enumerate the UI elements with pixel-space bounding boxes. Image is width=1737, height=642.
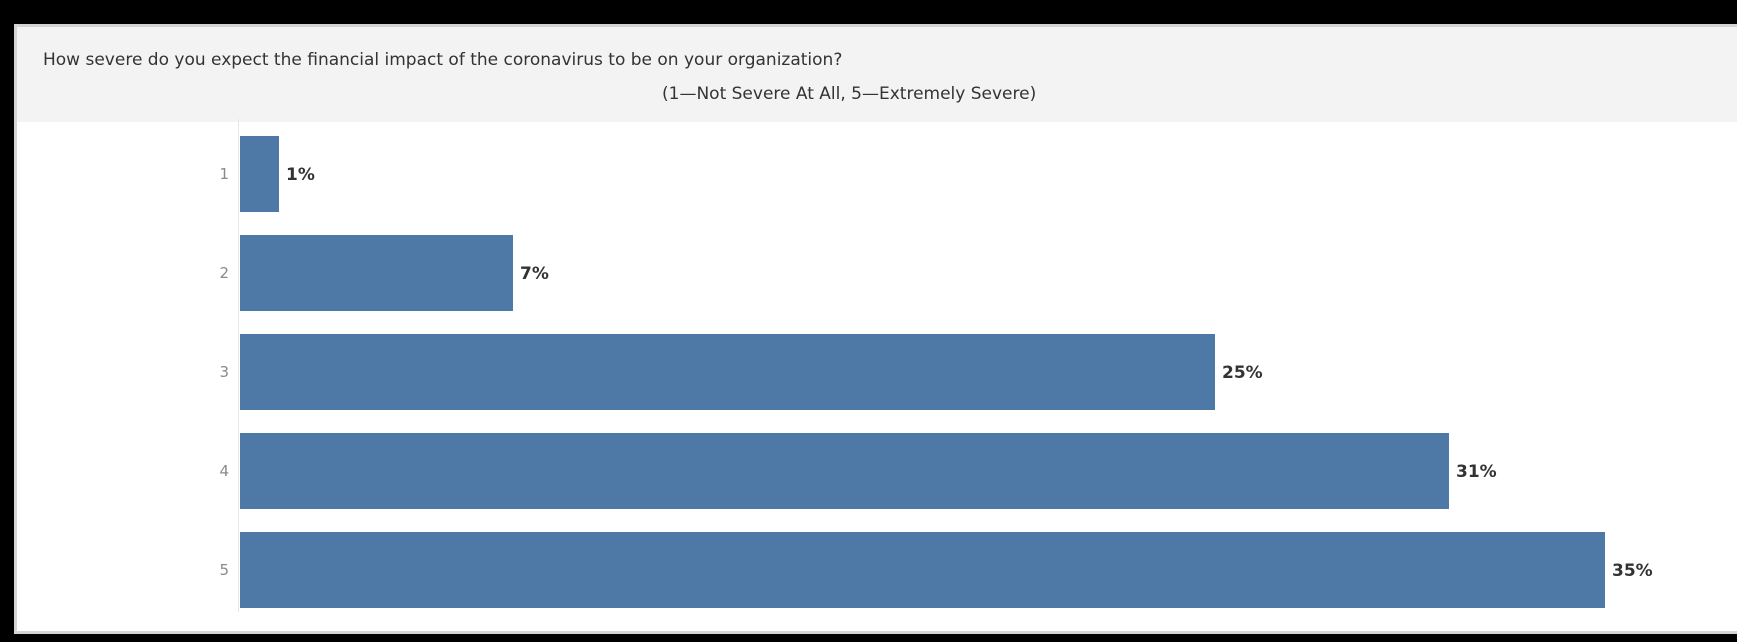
bar[interactable] bbox=[240, 235, 513, 311]
chart-subtitle: (1—Not Severe At All, 5—Extremely Severe… bbox=[662, 84, 1037, 104]
bar[interactable] bbox=[240, 334, 1215, 410]
chart-title: How severe do you expect the financial i… bbox=[43, 50, 843, 70]
bar[interactable] bbox=[240, 136, 279, 212]
bar[interactable] bbox=[240, 532, 1605, 608]
category-label: 4 bbox=[219, 462, 229, 480]
value-label: 25% bbox=[1222, 363, 1263, 383]
value-label: 31% bbox=[1456, 462, 1497, 482]
category-label: 3 bbox=[219, 363, 229, 381]
category-label: 5 bbox=[219, 561, 229, 579]
value-label: 7% bbox=[520, 264, 549, 284]
category-label: 1 bbox=[219, 165, 229, 183]
bar[interactable] bbox=[240, 433, 1449, 509]
bars-group: 1 1% 2 7% 3 25% 4 31% 5 35% bbox=[219, 136, 1653, 608]
value-label: 1% bbox=[286, 165, 315, 185]
value-label: 35% bbox=[1612, 561, 1653, 581]
category-label: 2 bbox=[219, 264, 229, 282]
chart-title-bar: How severe do you expect the financial i… bbox=[17, 27, 1737, 122]
